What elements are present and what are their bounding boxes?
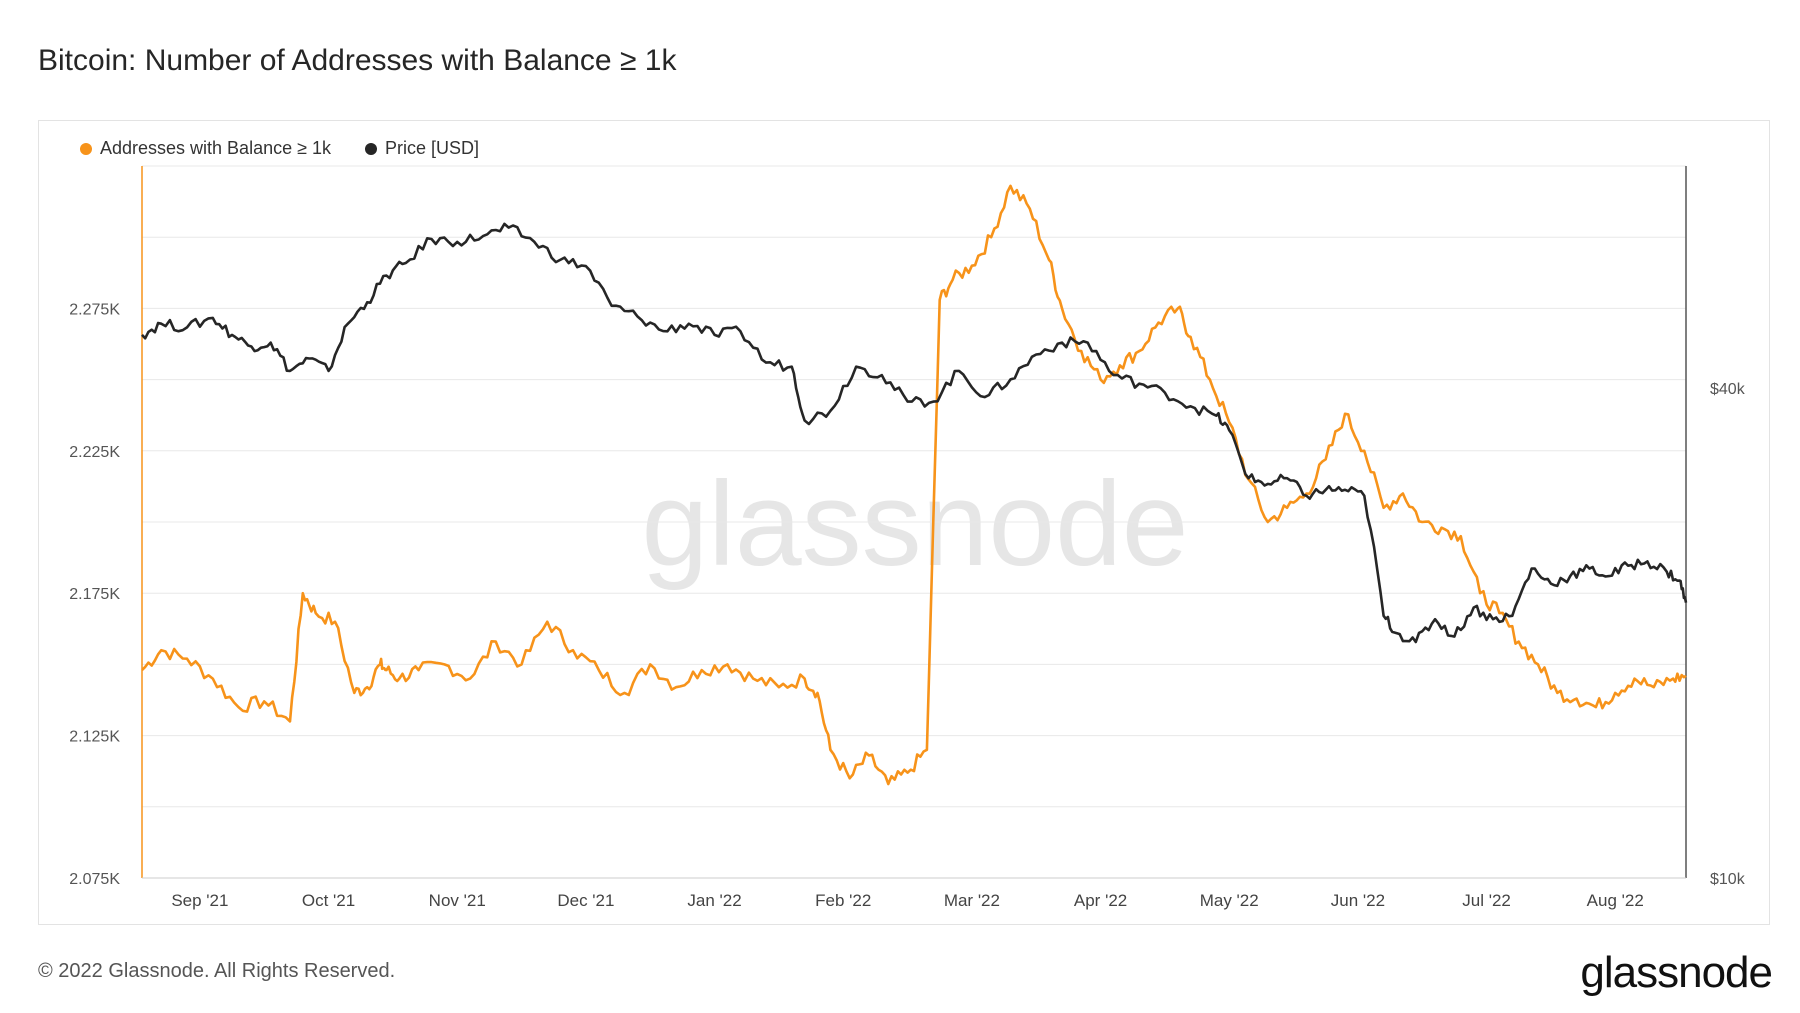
plot-lines [141,184,1688,786]
legend-item-price[interactable]: Price [USD] [365,138,479,159]
legend: Addresses with Balance ≥ 1k Price [USD] [80,138,479,159]
x-tick-label: Feb '22 [815,891,871,910]
y-left-tick-label: 2.075K [69,871,120,888]
legend-item-addresses[interactable]: Addresses with Balance ≥ 1k [80,138,331,159]
legend-dot-price [365,142,377,155]
x-tick-label: Sep '21 [171,891,228,910]
x-tick-label: Dec '21 [557,891,614,910]
x-tick-label: Apr '22 [1074,891,1127,910]
y-right-axis: $10k $40k [1710,381,1746,888]
x-tick-label: Oct '21 [302,891,355,910]
series-line-price [141,222,1688,644]
chart-frame [38,120,1770,925]
legend-dot-addresses [80,142,92,155]
series-line-addresses [141,184,1687,786]
x-tick-label: May '22 [1200,891,1259,910]
x-tick-label: Aug '22 [1587,891,1644,910]
grid [141,165,1687,879]
watermark: glassnode [641,457,1188,591]
y-right-tick-label: $10k [1710,871,1746,888]
y-right-tick-label: $40k [1710,381,1746,398]
copyright-footer: © 2022 Glassnode. All Rights Reserved. [38,960,396,982]
y-left-tick-label: 2.275K [69,301,120,318]
chart-title: Bitcoin: Number of Addresses with Balanc… [38,44,677,77]
x-tick-label: Jul '22 [1462,891,1511,910]
brand-logo: glassnode [1580,948,1773,997]
y-left-tick-label: 2.175K [69,586,120,603]
y-left-tick-label: 2.225K [69,444,120,461]
y-left-tick-label: 2.125K [69,729,120,746]
x-tick-label: Mar '22 [944,891,1000,910]
legend-label-addresses: Addresses with Balance ≥ 1k [100,138,331,158]
y-left-axis: 2.075K 2.125K 2.175K 2.225K 2.275K [69,301,120,888]
x-axis: Sep '21 Oct '21 Nov '21 Dec '21 Jan '22 Feb '… [171,891,1643,910]
x-tick-label: Jan '22 [687,891,741,910]
x-tick-label: Jun '22 [1331,891,1385,910]
legend-label-price: Price [USD] [385,138,480,158]
x-tick-label: Nov '21 [429,891,486,910]
